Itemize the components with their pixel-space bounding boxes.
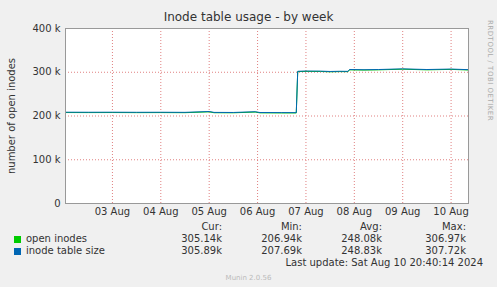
html-text:306.97k: 306.97k	[425, 233, 466, 244]
svg-text:04 Aug: 04 Aug	[143, 206, 178, 217]
html-text:305.89k: 305.89k	[181, 245, 222, 256]
svg-text:06 Aug: 06 Aug	[240, 206, 275, 217]
html-text:305.14k: 305.14k	[181, 233, 222, 244]
html-text:Max:: Max:	[442, 221, 466, 232]
html-text:207.69k: 207.69k	[261, 245, 302, 256]
svg-text:03 Aug: 03 Aug	[95, 206, 130, 217]
html-text:open inodes: open inodes	[26, 233, 88, 244]
svg-text:05 Aug: 05 Aug	[191, 206, 226, 217]
svg-text:400 k: 400 k	[32, 23, 60, 34]
svg-text:200 k: 200 k	[32, 110, 60, 121]
svg-text:07 Aug: 07 Aug	[288, 206, 323, 217]
svg-text:10 Aug: 10 Aug	[433, 206, 468, 217]
html-text:206.94k: 206.94k	[261, 233, 302, 244]
svg-text:100 k: 100 k	[32, 154, 60, 165]
html-text:Last update: Sat Aug 10 20:40:: Last update: Sat Aug 10 20:40:14 2024	[285, 257, 483, 268]
html-text:Avg:: Avg:	[360, 221, 382, 232]
html-text:Inode table usage - by week: Inode table usage - by week	[163, 10, 334, 24]
html-text:248.08k: 248.08k	[341, 233, 382, 244]
html-text:RRDTOOL / TOBI OETIKER: RRDTOOL / TOBI OETIKER	[486, 20, 494, 122]
svg-text:09 Aug: 09 Aug	[385, 206, 420, 217]
svg-text:number of open inodes: number of open inodes	[6, 58, 17, 174]
html-text:Min:: Min:	[280, 221, 302, 232]
html-text:inode table size: inode table size	[26, 245, 105, 256]
html-text:248.83k: 248.83k	[341, 245, 382, 256]
html-text:Munin 2.0.56: Munin 2.0.56	[225, 274, 272, 282]
html-text:Cur:: Cur:	[201, 221, 222, 232]
svg-text:08 Aug: 08 Aug	[337, 206, 372, 217]
svg-text:300 k: 300 k	[32, 66, 60, 77]
svg-text:0: 0	[54, 198, 60, 209]
html-text:307.72k: 307.72k	[425, 245, 466, 256]
